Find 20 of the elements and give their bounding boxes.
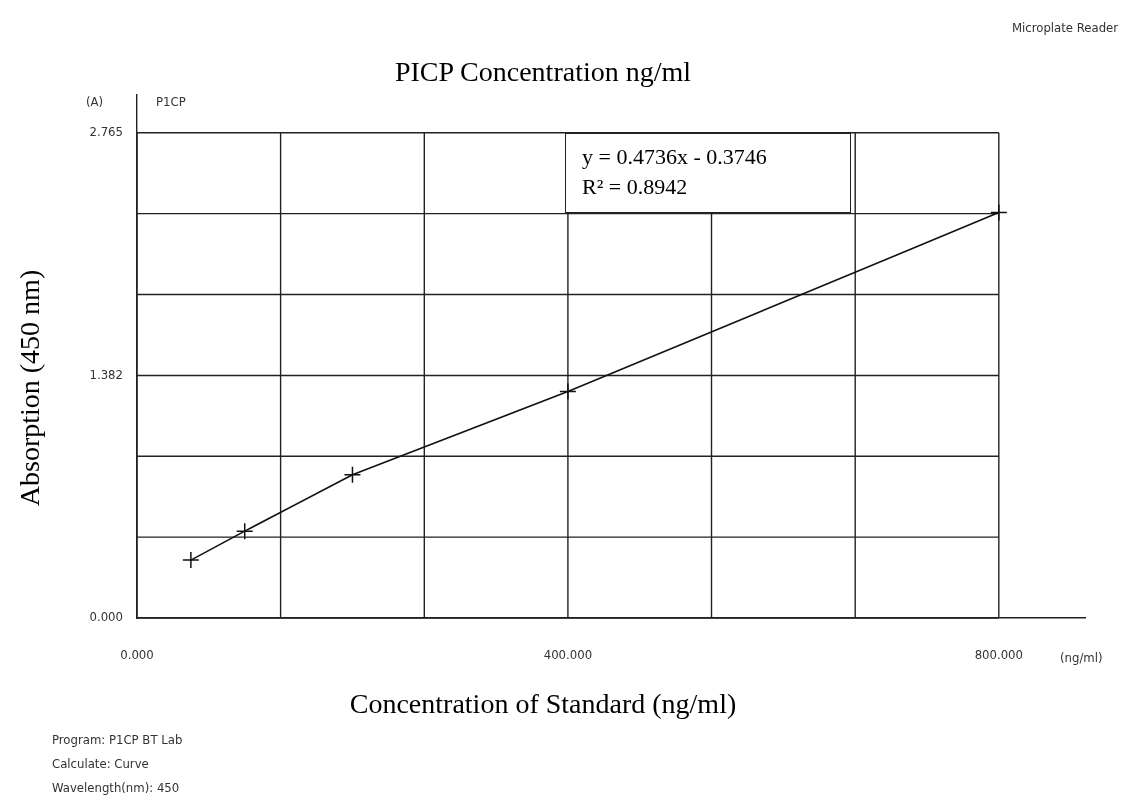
y-tick-label: 1.382: [89, 366, 123, 382]
text: Microplate Reader: [1012, 20, 1119, 35]
x-axis-title: Concentration of Standard (ng/ml): [349, 688, 737, 720]
point: [343, 466, 362, 484]
annotation: P1CP: [156, 94, 186, 109]
point: [990, 203, 1008, 222]
x-tick-label: 800.000: [974, 647, 1023, 663]
x-tick-label: 400.000: [543, 647, 593, 663]
y-tick-label: 2.765: [89, 124, 123, 140]
point: [235, 522, 254, 540]
text: (ng/ml): [1060, 650, 1103, 665]
equation-box: y = 0.4736x - 0.3746 R² = 0.8942: [565, 133, 851, 213]
chart-title: PICP Concentration ng/ml: [394, 56, 692, 88]
point: [182, 551, 200, 569]
text: Program: P1CP BT Lab Calculate: Curve Wavelength(nm): 450: [52, 731, 183, 797]
text: (A): [86, 94, 104, 109]
y-axis-title: Absorption (450 nm): [14, 269, 46, 507]
point: [559, 382, 577, 401]
x-tick-label: 0.000: [120, 647, 154, 663]
y-tick-label: 0.000: [89, 609, 123, 625]
